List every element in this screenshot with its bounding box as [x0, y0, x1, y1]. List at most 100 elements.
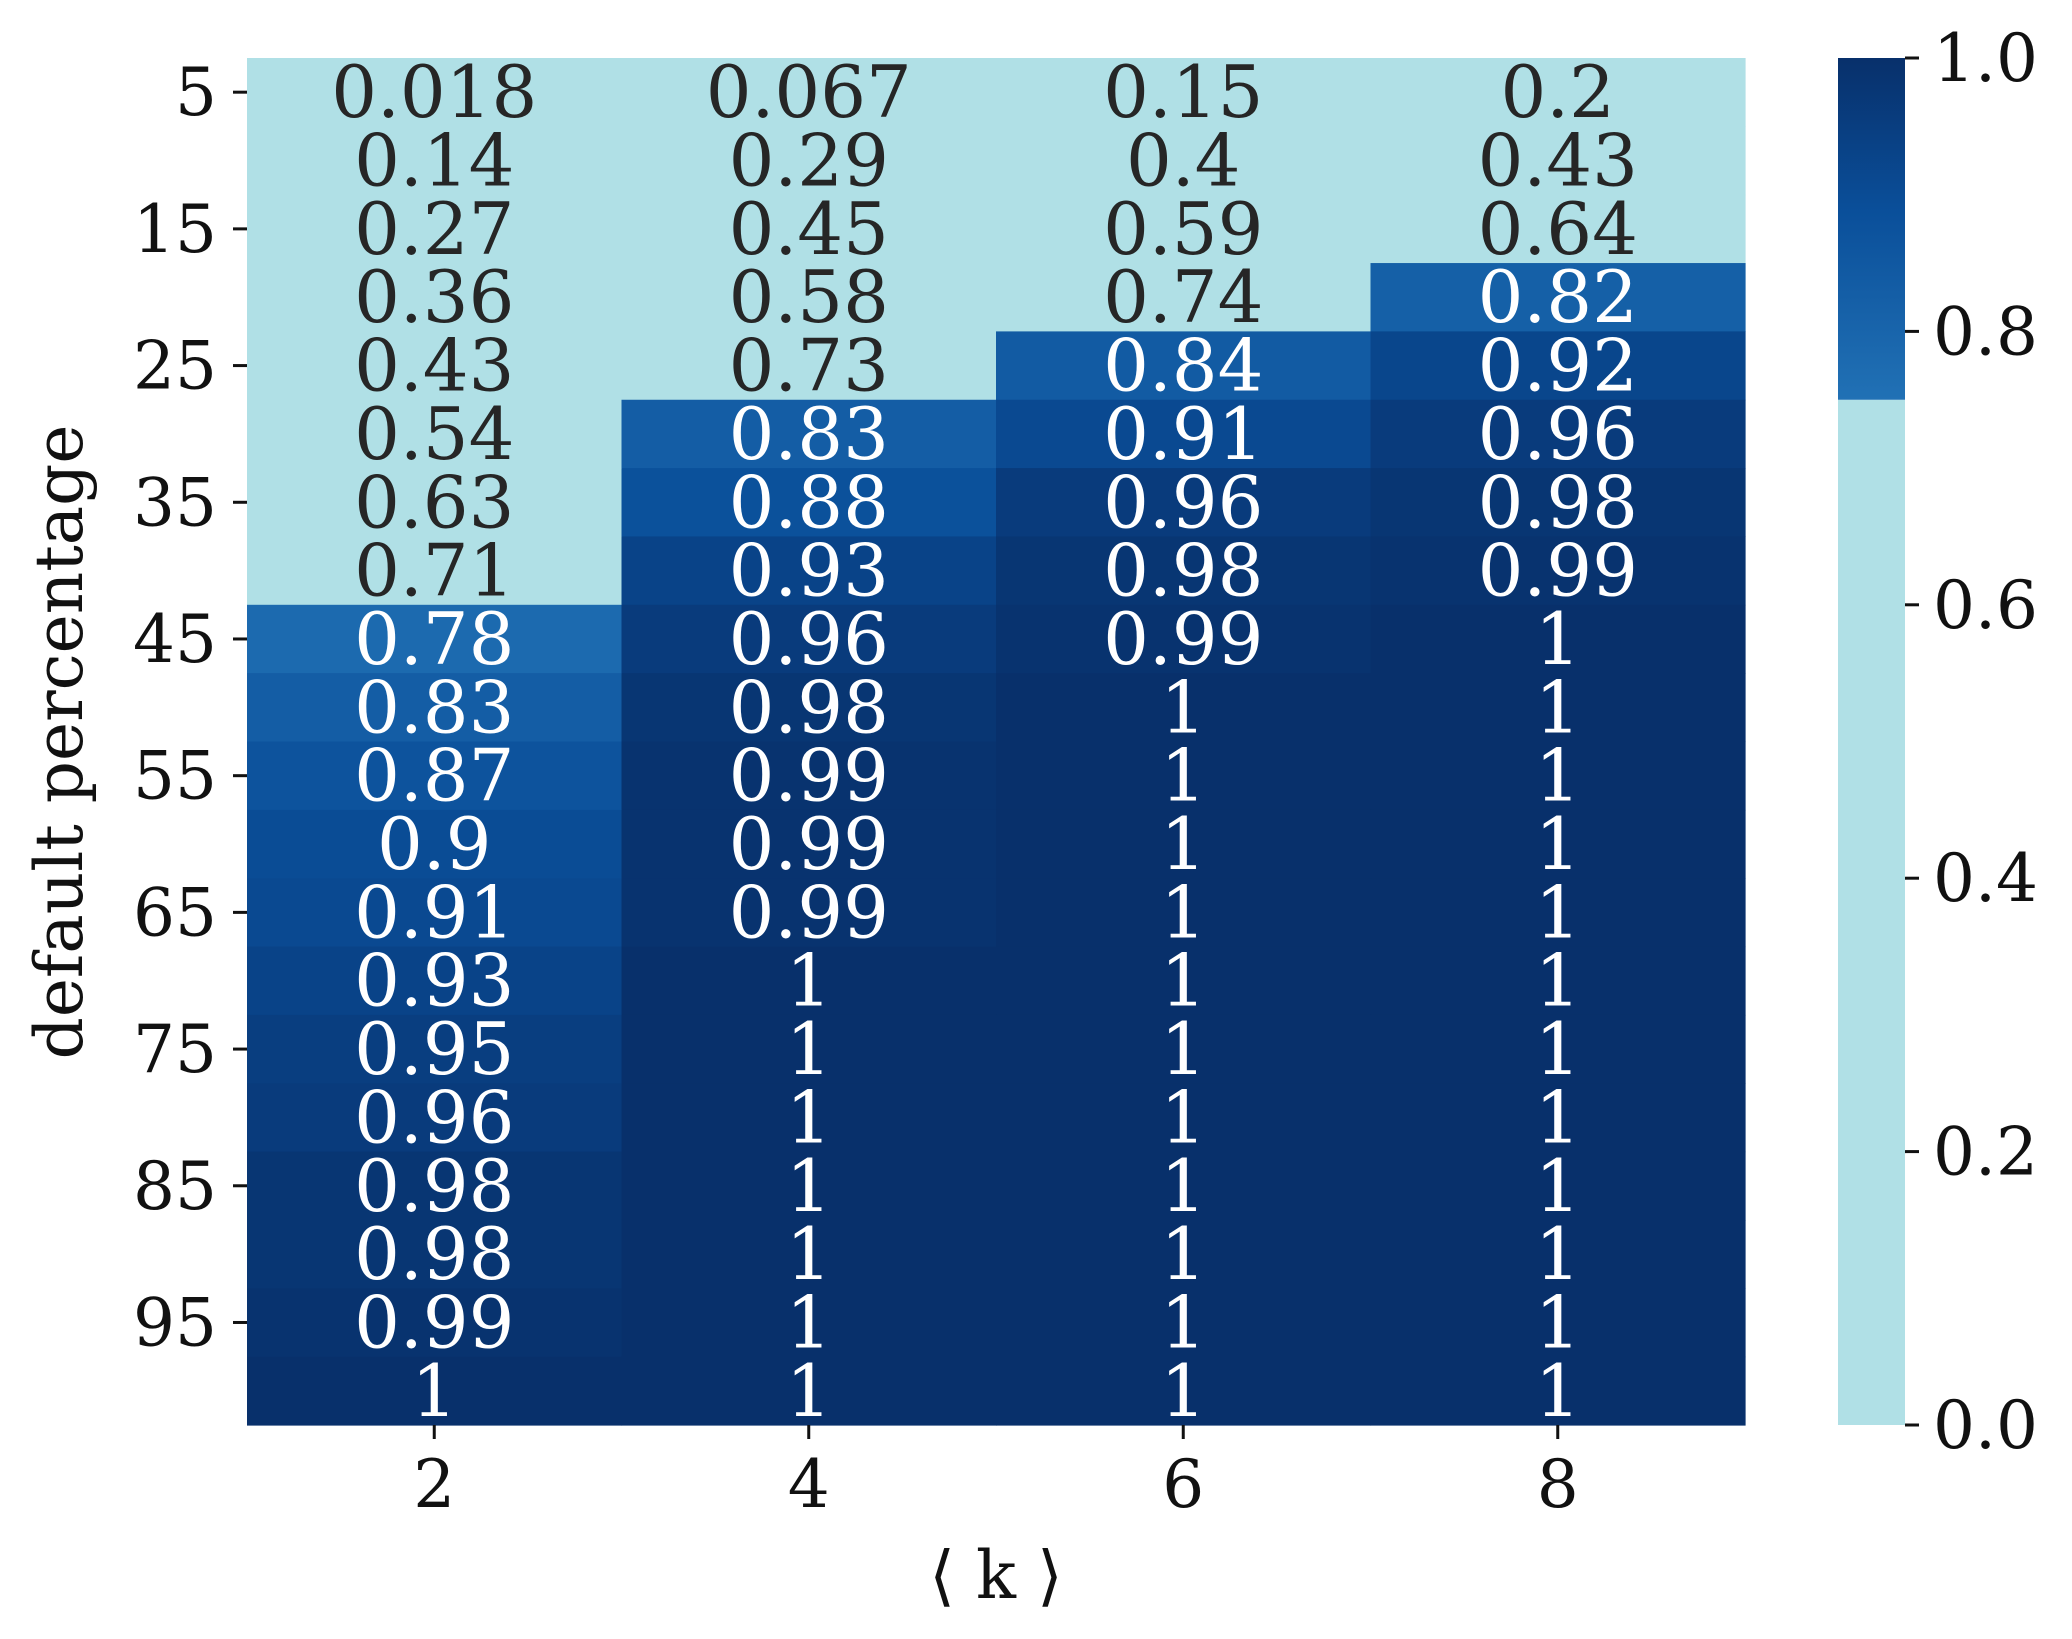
heatmap-cell — [996, 399, 1372, 469]
heatmap-cell — [247, 1014, 623, 1084]
x-axis: 2 4 6 8 — [413, 1425, 1579, 1523]
heatmap-cell — [621, 878, 997, 948]
y-tick-label: 75 — [133, 1011, 217, 1088]
colorbar-tick-label: 0.2 — [1933, 1114, 2038, 1191]
heatmap-cell — [996, 878, 1372, 948]
heatmap-cell — [996, 468, 1372, 538]
y-tick-label: 85 — [133, 1148, 217, 1225]
cell-value-label: 0.74 — [1103, 255, 1263, 339]
cell-value-label: 1 — [1535, 665, 1581, 749]
cell-value-label: 1 — [1160, 802, 1206, 886]
cell-value-label: 1 — [1535, 1212, 1581, 1296]
cell-value-label: 0.14 — [354, 119, 514, 203]
colorbar-tick-label: 1.0 — [1933, 20, 2038, 97]
cell-value-label: 1 — [786, 1349, 832, 1433]
heatmap-cell — [1370, 1151, 1746, 1221]
heatmap-cell — [996, 1083, 1372, 1153]
heatmap-cell — [1370, 604, 1746, 674]
heatmap-cell — [996, 946, 1372, 1016]
heatmap-cell — [996, 1014, 1372, 1084]
cell-value-label: 1 — [1160, 870, 1206, 954]
heatmap-cell — [247, 809, 623, 879]
heatmap-cell — [996, 536, 1372, 606]
cell-value-label: 1 — [786, 1007, 832, 1091]
heatmap-cell — [621, 1083, 997, 1153]
y-tick-label: 25 — [133, 328, 217, 405]
heatmap-cell — [1370, 126, 1746, 196]
cell-value-label: 0.54 — [354, 392, 514, 476]
heatmap-cell — [996, 194, 1372, 264]
cell-value-label: 1 — [411, 1349, 457, 1433]
heatmap-cell — [996, 1288, 1372, 1358]
cell-value-label: 0.98 — [729, 665, 889, 749]
heatmap-cell — [1370, 809, 1746, 879]
cell-value-label: 0.29 — [729, 119, 889, 203]
heatmap-cells — [247, 58, 1746, 1426]
cell-value-label: 0.99 — [1103, 597, 1263, 681]
cell-value-label: 1 — [1160, 734, 1206, 818]
cell-value-label: 1 — [786, 1280, 832, 1364]
heatmap-cell — [621, 741, 997, 811]
heatmap-cell — [996, 741, 1372, 811]
heatmap-cell — [621, 673, 997, 743]
heatmap-cell — [1370, 58, 1746, 127]
cell-value-label: 0.96 — [1478, 392, 1638, 476]
heatmap-cell — [621, 1356, 997, 1426]
heatmap-cell — [996, 58, 1372, 127]
cell-value-label: 0.84 — [1103, 324, 1263, 408]
colorbar-tick-label: 0.4 — [1933, 840, 2038, 917]
y-axis: 5 15 25 35 45 55 65 75 85 95 — [133, 54, 247, 1361]
heatmap-cell — [621, 263, 997, 332]
cell-value-label: 1 — [786, 939, 832, 1023]
heatmap-cell — [621, 58, 997, 127]
cell-value-label: 0.45 — [729, 187, 889, 271]
heatmap-cell — [1370, 1014, 1746, 1084]
colorbar-low-segment — [1838, 399, 1905, 1425]
cell-value-label: 0.99 — [729, 870, 889, 954]
cell-value-label: 1 — [1160, 1212, 1206, 1296]
heatmap-cell — [247, 741, 623, 811]
y-axis-label: default percentage — [21, 425, 98, 1060]
cell-value-label: 0.96 — [354, 1075, 514, 1159]
heatmap-cell — [247, 673, 623, 743]
heatmap-cell — [1370, 536, 1746, 606]
heatmap-cell — [996, 263, 1372, 332]
cell-value-label: 1 — [1535, 1075, 1581, 1159]
cell-value-label: 0.43 — [1478, 119, 1638, 203]
y-tick-label: 65 — [133, 874, 217, 951]
x-tick-label: 4 — [788, 1446, 830, 1523]
cell-value-label: 0.27 — [354, 187, 514, 271]
heatmap-cell — [621, 1014, 997, 1084]
cell-value-label: 0.99 — [1478, 529, 1638, 613]
cell-value-label: 0.78 — [354, 597, 514, 681]
cell-value-label: 1 — [1535, 1144, 1581, 1228]
cell-value-label: 0.98 — [1478, 460, 1638, 544]
cell-value-label: 1 — [786, 1144, 832, 1228]
heatmap-cell — [996, 673, 1372, 743]
cell-value-label: 1 — [1535, 1349, 1581, 1433]
heatmap-cell — [621, 1288, 997, 1358]
x-tick-label: 8 — [1537, 1446, 1579, 1523]
cell-value-label: 1 — [1535, 1280, 1581, 1364]
cell-value-label: 1 — [1535, 734, 1581, 818]
y-tick-label: 5 — [175, 54, 217, 131]
heatmap-cell — [247, 946, 623, 1016]
colorbar-high-segment — [1838, 58, 1905, 400]
heatmap-cell — [1370, 331, 1746, 401]
heatmap-cell — [247, 194, 623, 264]
heatmap-cell-labels: 0.018 0.067 0.15 0.2 0.14 0.29 0.4 0.43 0.27 0.45… — [331, 50, 1638, 1433]
heatmap-cell — [996, 126, 1372, 196]
cell-value-label: 0.92 — [1478, 324, 1638, 408]
cell-value-label: 0.88 — [729, 460, 889, 544]
cell-value-label: 0.98 — [354, 1144, 514, 1228]
heatmap-cell — [1370, 741, 1746, 811]
heatmap-cell — [1370, 468, 1746, 538]
cell-value-label: 0.4 — [1126, 119, 1241, 203]
heatmap-cell — [996, 809, 1372, 879]
heatmap-cell — [1370, 673, 1746, 743]
y-tick-label: 15 — [133, 191, 217, 268]
heatmap-cell — [247, 399, 623, 469]
cell-value-label: 0.83 — [729, 392, 889, 476]
heatmap-cell — [247, 331, 623, 401]
